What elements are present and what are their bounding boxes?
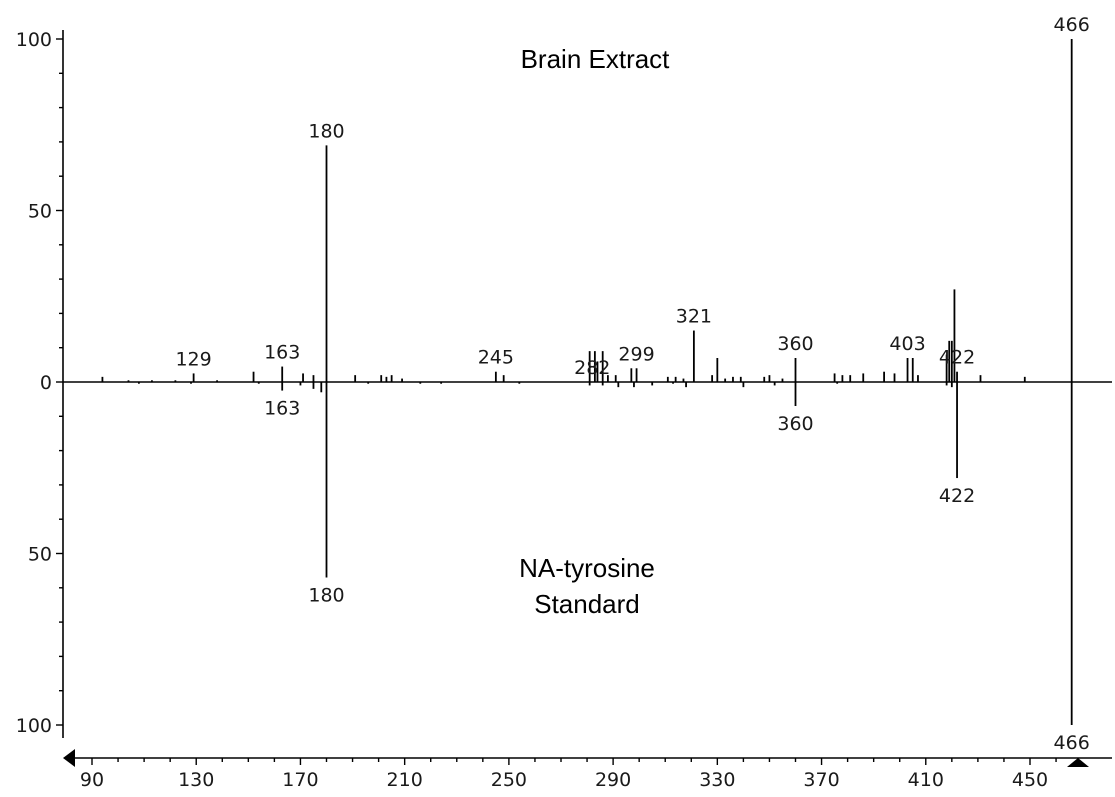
peak-label-bottom: 180 [308, 585, 344, 607]
peak-label-bottom: 163 [264, 398, 300, 420]
peak-label-bottom: 466 [1054, 732, 1090, 754]
peak-labels: 129 163 180 245 282 299 321 360 403 422 466 163 180 3… [175, 14, 1089, 754]
y-tick-label-top: 0 [40, 372, 52, 394]
x-tick-label: 130 [178, 769, 214, 791]
standard-peaks [137, 382, 1073, 725]
x-tick-label: 410 [908, 769, 944, 791]
peak-label-top: 466 [1054, 14, 1090, 36]
y-tick-label-top: 50 [28, 201, 52, 223]
bottom-panel-label-line-2: Standard [534, 589, 640, 619]
x-tick-label: 250 [491, 769, 527, 791]
peak-label-top: 299 [618, 343, 654, 365]
bottom-panel-label-line-1: NA-tyrosine [519, 553, 655, 583]
peak-label-bottom: 360 [777, 413, 813, 435]
peak-label-top: 403 [889, 333, 925, 355]
peak-label-top: 163 [264, 342, 300, 364]
y-tick-label-top: 100 [16, 29, 52, 51]
x-tick-label: 90 [80, 769, 104, 791]
brain-extract-peaks [101, 39, 1073, 382]
x-tick-label: 370 [803, 769, 839, 791]
peak-label-top: 321 [676, 306, 712, 328]
y-tick-label-bottom: 100 [16, 715, 52, 737]
x-tick-label: 450 [1012, 769, 1048, 791]
peak-label-top: 180 [308, 120, 344, 142]
x-tick-label: 170 [282, 769, 318, 791]
y-tick-label-bottom: 50 [28, 544, 52, 566]
axes: 0 50 100 50 100 90 130 170 210 250 290 330 370 410 450 [16, 29, 1112, 791]
x-tick-label: 290 [595, 769, 631, 791]
x-tick-label: 210 [387, 769, 423, 791]
peak-label-top: 129 [175, 348, 211, 370]
scroll-left-arrow-icon[interactable] [63, 749, 75, 767]
top-panel-label: Brain Extract [521, 44, 671, 74]
peak-label-top: 422 [939, 347, 975, 369]
peak-label-top: 282 [574, 357, 610, 379]
peak-label-top: 360 [777, 333, 813, 355]
scroll-right-marker-icon[interactable] [1067, 758, 1089, 767]
x-tick-label: 330 [699, 769, 735, 791]
peak-label-bottom: 422 [939, 485, 975, 507]
peak-label-top: 245 [478, 347, 514, 369]
